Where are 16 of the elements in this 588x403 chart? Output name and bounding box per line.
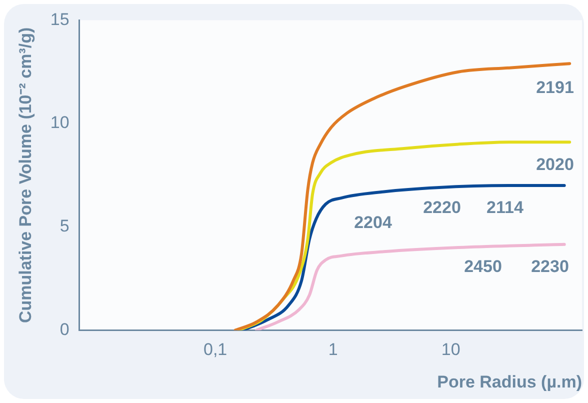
- x-tick-label: 1: [328, 340, 338, 360]
- annotation: 2191: [536, 78, 574, 98]
- y-tick-label: 0: [60, 320, 70, 339]
- x-tick-label: 10: [441, 340, 460, 360]
- y-tick-label: 5: [60, 216, 70, 236]
- y-tick-label: 15: [50, 10, 70, 29]
- annotation: 2204: [354, 213, 392, 233]
- x-tick-label: 0,1: [203, 340, 228, 360]
- annotation: 2230: [531, 257, 569, 277]
- annotation: 2220: [423, 198, 461, 218]
- x-axis-title: Pore Radius (µ.m): [437, 372, 582, 392]
- annotation: 2450: [464, 257, 502, 277]
- annotation: 2020: [536, 155, 574, 175]
- annotation: 2114: [486, 198, 524, 218]
- y-axis-title: Cumulative Pore Volume (10⁻² cm³/g): [16, 27, 35, 324]
- y-tick-label: 10: [50, 113, 70, 132]
